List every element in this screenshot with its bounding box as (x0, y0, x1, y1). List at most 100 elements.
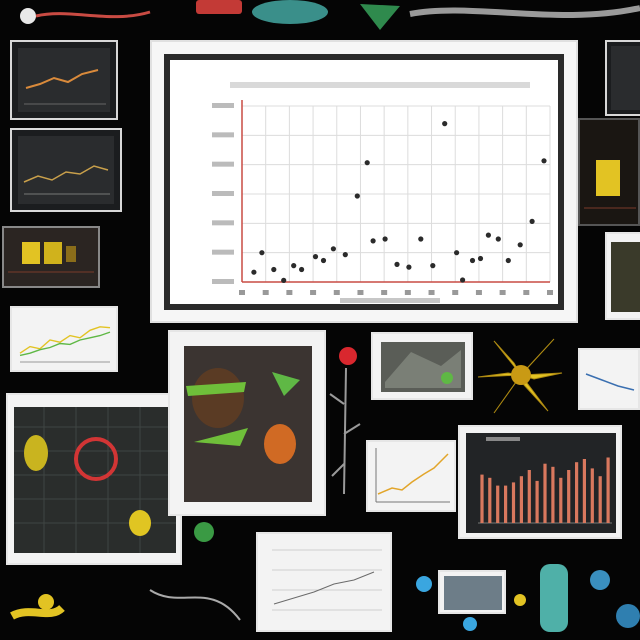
thumbnail-right-heatmap[interactable] (578, 118, 640, 226)
bar (543, 463, 547, 523)
small-line-chart (19, 326, 111, 363)
x-tick-mark (239, 290, 245, 295)
scatter-point (477, 255, 484, 262)
bar (590, 468, 594, 523)
chart-title-placeholder (230, 82, 530, 88)
scatter-point (330, 246, 336, 252)
thumbnail-bottom-right[interactable] (438, 570, 506, 614)
thumbnail-right-line[interactable] (578, 348, 640, 410)
scatter-point (495, 236, 501, 242)
scatter-point (320, 257, 327, 264)
bar (488, 477, 492, 523)
small-line-series (19, 326, 111, 354)
y-tick-mark (212, 249, 234, 255)
bar (504, 485, 508, 523)
scatter-point (342, 252, 348, 258)
scatter-point (382, 236, 388, 242)
x-tick-mark (475, 290, 482, 295)
bar-chart (478, 437, 612, 524)
x-tick-mark (381, 290, 388, 295)
thumbnail-heatmap[interactable] (2, 226, 100, 288)
bar (496, 485, 500, 523)
scatter-point (442, 121, 448, 127)
scatter-point (460, 277, 466, 283)
bar (535, 480, 539, 523)
x-tick-mark (310, 290, 317, 295)
scatter-point (406, 264, 412, 270)
scatter-point (370, 238, 376, 244)
line-chart-icon (24, 69, 106, 105)
bar (606, 457, 610, 523)
scatter-point (517, 242, 523, 248)
heatmap-icon (8, 242, 94, 273)
main-chart-frame (150, 40, 578, 323)
scatter-point (430, 263, 436, 269)
bar (598, 476, 602, 523)
thumbnail-line-chart-small[interactable] (10, 306, 118, 372)
line-chart-icon (23, 165, 110, 195)
panel-specimen[interactable] (168, 330, 326, 516)
scatter-point (271, 266, 277, 273)
top-decor-strip (0, 0, 640, 36)
x-label-placeholder (340, 298, 440, 303)
x-tick-mark (499, 290, 506, 295)
scatter-point (364, 160, 370, 166)
panel-bar-chart[interactable] (458, 425, 622, 539)
x-tick-mark (357, 290, 364, 295)
scatter-point (354, 193, 360, 199)
scatter-chart (212, 82, 553, 303)
scatter-point (251, 269, 257, 275)
y-tick-mark (212, 161, 234, 167)
scatter-point (505, 257, 511, 264)
scatter-point (485, 232, 491, 238)
scatter-point (291, 263, 297, 269)
bar (551, 466, 555, 523)
small-line-series (19, 331, 111, 357)
map-icon (385, 350, 461, 388)
y-tick-mark (212, 191, 234, 196)
bar (575, 462, 579, 523)
bar-title-placeholder (486, 437, 520, 441)
branch-decor (326, 344, 366, 504)
line-chart-icon (585, 373, 635, 391)
thumbnail-map[interactable] (371, 332, 473, 400)
bar (511, 482, 516, 523)
thumbnail-growth-line[interactable] (366, 440, 456, 512)
y-tick-mark (212, 132, 234, 138)
bar (559, 477, 563, 523)
y-tick-mark (212, 279, 234, 284)
bar (582, 459, 586, 523)
thumbnail-chart-2[interactable] (10, 128, 122, 212)
thumbnail-right-mid[interactable] (605, 232, 640, 320)
panel-grid-blobs[interactable] (6, 393, 182, 565)
x-tick-mark (452, 290, 459, 295)
x-tick-mark (262, 290, 269, 295)
heatmap-icon (584, 160, 636, 209)
bar (527, 470, 531, 523)
bar (480, 474, 484, 523)
grid-plot-icon (14, 407, 176, 553)
line-chart-icon (375, 448, 450, 503)
scatter-point (418, 236, 424, 242)
thumbnail-right-top[interactable] (605, 40, 640, 116)
scatter-point (454, 250, 460, 256)
scatter-point (299, 266, 305, 273)
scatter-point (469, 257, 476, 264)
flower-icon (474, 333, 568, 417)
x-tick-mark (286, 290, 293, 295)
specimen-icon (186, 368, 300, 464)
scatter-point (281, 277, 287, 283)
bar (567, 470, 571, 523)
x-tick-mark (523, 290, 530, 295)
line-chart-icon (272, 549, 382, 611)
thumbnail-bottom-chart[interactable] (256, 532, 392, 632)
thumbnail-chart-1[interactable] (10, 40, 118, 120)
scatter-point (259, 250, 265, 256)
scatter-point (529, 218, 535, 224)
scatter-point (541, 158, 547, 164)
y-tick-mark (212, 103, 234, 108)
scatter-point (312, 254, 319, 260)
bar (519, 476, 523, 523)
scatter-point (394, 261, 400, 267)
x-tick-mark (547, 290, 553, 295)
